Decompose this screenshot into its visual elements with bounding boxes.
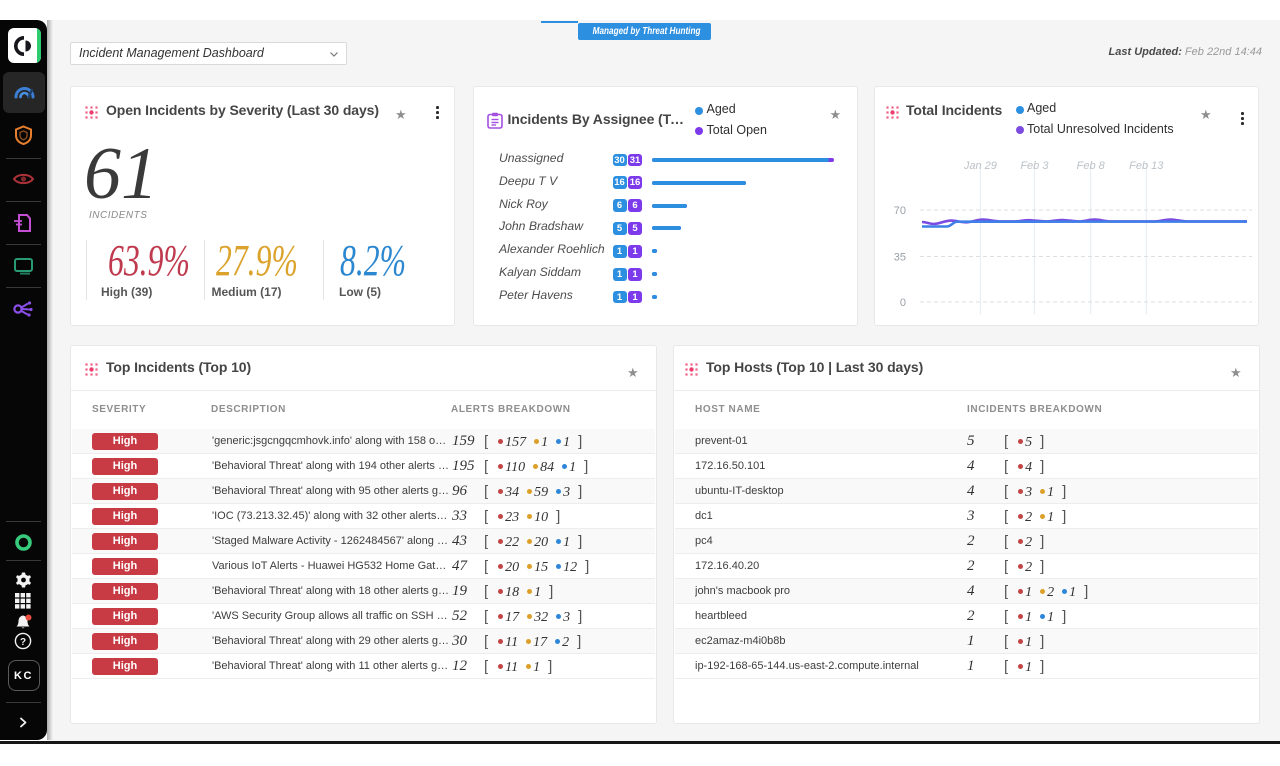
svg-text:?: ? [20,637,26,648]
svg-text:35: 35 [894,252,906,264]
svg-text:Feb 13: Feb 13 [1129,160,1164,172]
svg-text:Feb 8: Feb 8 [1077,160,1106,172]
svg-text:70: 70 [894,205,906,217]
svg-text:Jan 29: Jan 29 [963,160,997,172]
svg-text:0: 0 [900,297,906,309]
svg-text:Feb 3: Feb 3 [1020,160,1049,172]
